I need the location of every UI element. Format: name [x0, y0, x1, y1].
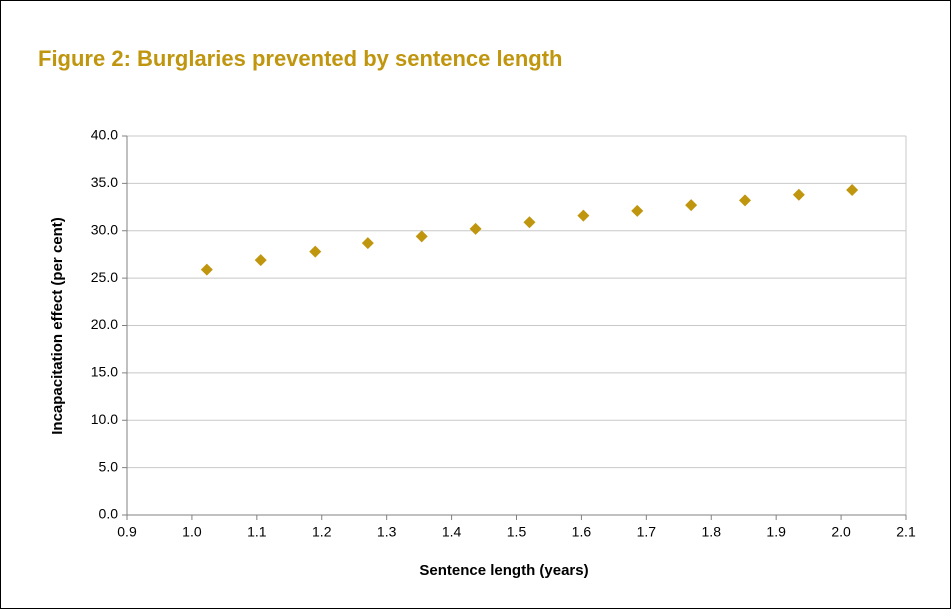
- x-tick-label: 1.8: [702, 524, 722, 540]
- point: [846, 184, 859, 197]
- x-tick-label: 1.2: [312, 524, 332, 540]
- y-tick-label: 0.0: [99, 506, 119, 522]
- y-tick-label: 5.0: [99, 458, 119, 474]
- point: [415, 230, 428, 243]
- x-tick-label: 2.1: [896, 524, 916, 540]
- y-tick-label: 30.0: [91, 221, 118, 237]
- point: [200, 263, 213, 276]
- point: [739, 194, 752, 207]
- x-tick-label: 2.0: [831, 524, 851, 540]
- point: [469, 222, 482, 235]
- y-tick-label: 10.0: [91, 411, 118, 427]
- x-axis-label: Sentence length (years): [419, 562, 588, 579]
- y-tick-label: 35.0: [91, 174, 118, 190]
- y-tick-label: 25.0: [91, 269, 118, 285]
- x-tick-label: 0.9: [117, 524, 137, 540]
- x-tick-label: 1.0: [182, 524, 202, 540]
- y-tick-label: 15.0: [91, 364, 118, 380]
- point: [577, 209, 590, 222]
- point: [792, 188, 805, 201]
- point: [631, 204, 644, 217]
- point: [685, 199, 698, 212]
- point: [361, 237, 374, 250]
- x-tick-label: 1.9: [766, 524, 786, 540]
- x-tick-label: 1.5: [507, 524, 527, 540]
- point: [523, 216, 536, 229]
- x-tick-label: 1.4: [442, 524, 462, 540]
- y-tick-label: 20.0: [91, 316, 118, 332]
- x-tick-label: 1.1: [247, 524, 267, 540]
- point: [309, 245, 322, 258]
- y-tick-label: 40.0: [91, 127, 118, 143]
- x-tick-label: 1.7: [637, 524, 657, 540]
- x-tick-label: 1.6: [572, 524, 592, 540]
- y-axis-label: Incapacitation effect (per cent): [49, 217, 66, 435]
- x-tick-label: 1.3: [377, 524, 397, 540]
- point: [254, 254, 267, 267]
- chart-title: Figure 2: Burglaries prevented by senten…: [38, 46, 562, 71]
